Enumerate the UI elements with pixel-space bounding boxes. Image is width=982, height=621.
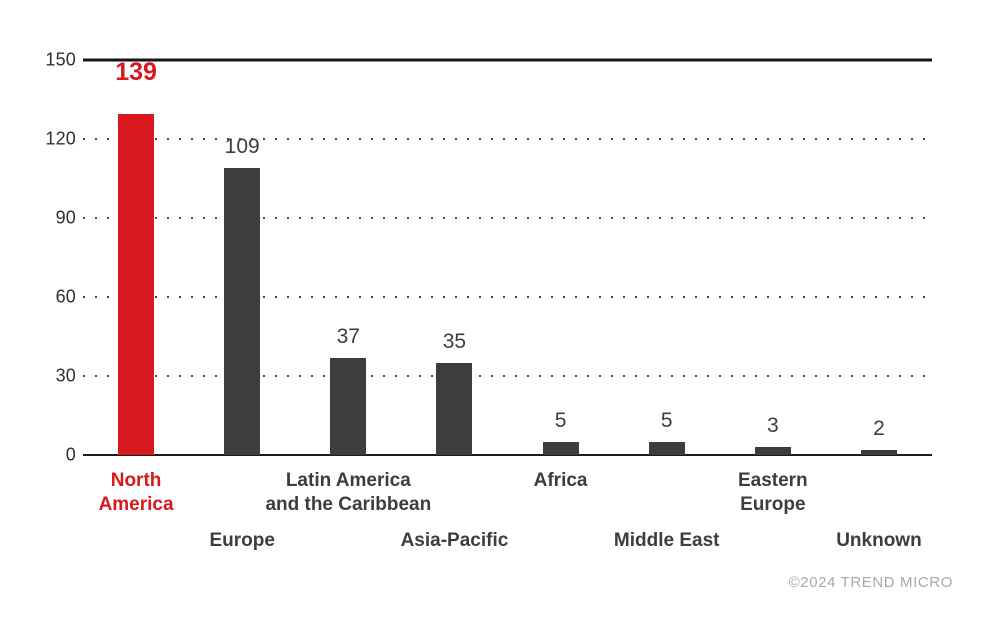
- x-label-eastern-europe: Eastern Europe: [737, 470, 808, 515]
- bar-latin-america: [330, 358, 367, 455]
- bar-value-europe: 109: [224, 135, 260, 158]
- gridline-120-dotted: [83, 138, 932, 140]
- y-tick-0: 0: [65, 444, 76, 465]
- x-label-middle-east: Middle East: [613, 530, 720, 551]
- y-tick-150: 150: [45, 49, 76, 70]
- bar-europe: [224, 168, 261, 455]
- bar-north-america: [118, 114, 155, 455]
- bar-eastern-europe: [754, 447, 791, 455]
- bar-unknown: [860, 450, 897, 455]
- bar-value-asia-pacific: 35: [442, 330, 467, 353]
- copyright-credit: ©2024 TREND MICRO: [788, 574, 953, 591]
- bar-value-north-america: 139: [115, 58, 157, 86]
- bar-africa: [542, 442, 579, 455]
- bar-slot-asia-pacific: 35: [401, 60, 507, 455]
- y-tick-120: 120: [45, 128, 76, 149]
- x-label-asia-pacific: Asia-Pacific: [400, 530, 509, 551]
- gridline-60-dotted: [83, 296, 932, 298]
- bar-slot-north-america: 139: [83, 60, 189, 455]
- bar-slot-europe: 109: [189, 60, 295, 455]
- bar-asia-pacific: [436, 363, 473, 455]
- bar-slot-eastern-europe: 3: [720, 60, 826, 455]
- y-tick-30: 30: [55, 365, 76, 386]
- x-label-europe: Europe: [209, 530, 275, 551]
- y-tick-60: 60: [55, 286, 76, 307]
- bar-value-unknown: 2: [873, 417, 885, 440]
- gridline-150-solid: [83, 58, 932, 62]
- x-label-north-america: North America: [98, 470, 174, 515]
- bar-middle-east: [648, 442, 685, 455]
- gridline-30-dotted: [83, 375, 932, 377]
- bar-value-latin-america: 37: [336, 325, 360, 348]
- bar-slot-latin-america: 37: [295, 60, 401, 455]
- gridline-90-dotted: [83, 217, 932, 219]
- x-axis-baseline: [83, 454, 932, 456]
- bar-value-africa: 5: [554, 409, 567, 432]
- bar-value-middle-east: 5: [660, 409, 673, 432]
- bar-value-eastern-europe: 3: [766, 414, 779, 437]
- x-label-africa: Africa: [533, 470, 588, 491]
- x-label-latin-america: Latin America and the Caribbean: [265, 470, 432, 515]
- y-tick-90: 90: [55, 207, 76, 228]
- bar-slot-unknown: 2: [826, 60, 932, 455]
- x-label-unknown: Unknown: [836, 530, 922, 551]
- bar-slot-africa: 5: [508, 60, 614, 455]
- bar-slot-middle-east: 5: [614, 60, 720, 455]
